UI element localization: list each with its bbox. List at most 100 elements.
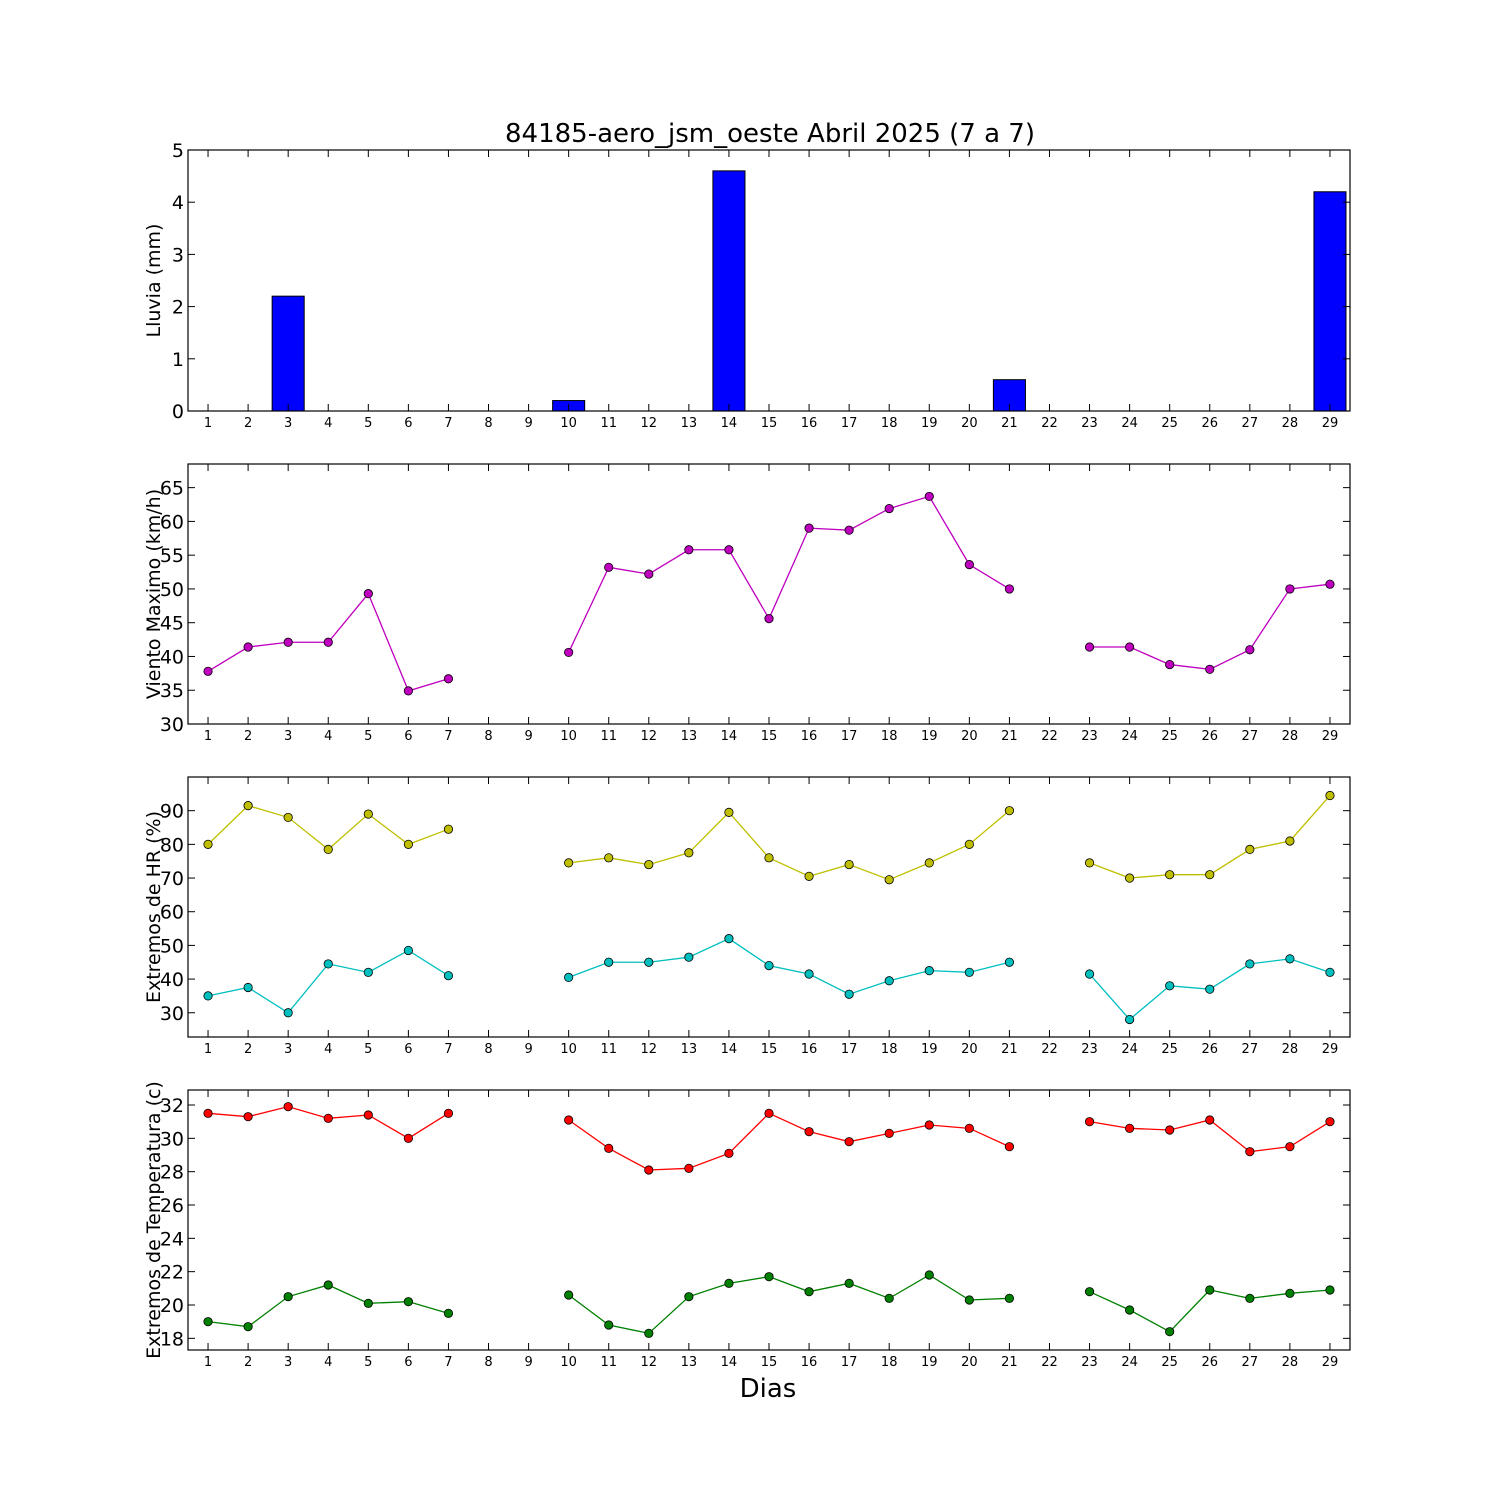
data-point [1325,579,1335,589]
data-point [844,1278,854,1288]
x-tick-label: 12 [641,729,658,744]
data-point [804,1287,814,1297]
y-tick-label: 22 [160,1262,184,1284]
data-point [1125,1305,1135,1315]
data-point [1245,844,1255,855]
x-tick-label: 22 [1041,1042,1058,1057]
data-point [363,589,373,599]
y-tick-label: 35 [160,680,184,702]
data-point [844,1137,854,1147]
data-point [604,1320,614,1330]
x-tick-label: 6 [404,729,412,744]
data-point [924,966,934,976]
x-tick-label: 7 [444,1355,452,1370]
x-tick-label: 14 [721,729,738,744]
data-point [443,1308,454,1318]
data-point [1004,806,1015,816]
x-tick-label: 5 [364,1042,372,1057]
data-point [1205,984,1215,994]
data-point [1004,957,1015,967]
x-tick-label: 26 [1201,1042,1218,1057]
x-tick-label: 16 [801,416,818,431]
data-point [964,1295,974,1305]
x-tick-label: 2 [244,1355,252,1370]
data-point [283,1008,293,1018]
series-line [568,937,1010,995]
data-point [924,1270,934,1280]
x-tick-label: 17 [841,1042,858,1057]
data-point [604,853,614,863]
x-tick-label: 23 [1081,1355,1098,1370]
x-tick-label: 21 [1001,729,1018,744]
data-point [964,967,974,977]
x-tick-label: 1 [204,1355,212,1370]
data-point [724,934,734,944]
rain-bar [271,295,305,412]
x-tick-label: 1 [204,729,212,744]
data-point [884,976,894,986]
data-point [1285,1142,1295,1152]
x-tick-label: 2 [244,729,252,744]
data-point [564,647,574,658]
data-point [684,1292,694,1302]
x-tick-label: 25 [1161,1355,1178,1370]
data-point [644,1328,654,1338]
data-point [203,666,213,676]
data-point [1245,959,1255,969]
y-tick-label: 60 [160,511,184,533]
series-line [1089,583,1331,670]
data-point [1325,967,1335,977]
x-tick-label: 6 [404,1042,412,1057]
x-tick-label: 26 [1201,729,1218,744]
data-point [443,971,454,981]
y-tick-label: 45 [160,613,184,635]
rain-bar [1313,191,1347,412]
y-tick-label: 30 [160,714,184,736]
plot-frame [187,463,1351,725]
x-tick-label: 25 [1161,729,1178,744]
data-point [884,503,894,514]
x-tick-label: 9 [524,729,532,744]
data-point [403,1133,413,1143]
data-point [684,952,694,962]
series-line [568,495,1010,653]
data-point [363,1298,373,1308]
x-tick-label: 14 [721,1355,738,1370]
x-tick-label: 27 [1242,1355,1259,1370]
series-line [568,1112,1010,1171]
data-point [203,1108,213,1118]
data-point [1325,790,1335,801]
data-point [323,637,333,647]
x-tick-label: 10 [560,729,577,744]
data-point [1084,969,1095,979]
x-tick-label: 19 [921,416,938,431]
y-tick-label: 40 [160,969,184,991]
x-tick-label: 3 [284,729,292,744]
x-tick-label: 18 [881,1355,898,1370]
data-point [764,614,774,624]
data-point [1004,1293,1015,1303]
x-tick-label: 15 [761,1355,778,1370]
x-tick-label: 6 [404,1355,412,1370]
x-tick-label: 1 [204,416,212,431]
x-tick-label: 22 [1041,1355,1058,1370]
x-tick-label: 10 [560,416,577,431]
x-tick-label: 15 [761,1042,778,1057]
x-tick-label: 27 [1242,729,1259,744]
data-point [1165,659,1175,670]
x-tick-label: 7 [444,729,452,744]
x-tick-label: 19 [921,729,938,744]
y-tick-label: 80 [160,834,184,856]
y-tick-label: 90 [160,801,184,823]
y-axis-label: Lluvia (mm) [143,224,165,338]
data-point [604,1143,614,1153]
x-tick-label: 9 [524,1042,532,1057]
x-tick-label: 16 [801,1042,818,1057]
y-tick-label: 3 [172,244,184,266]
data-point [1285,836,1295,846]
data-point [724,545,734,555]
data-point [644,1165,654,1175]
x-tick-label: 14 [721,1042,738,1057]
y-tick-label: 60 [160,902,184,924]
